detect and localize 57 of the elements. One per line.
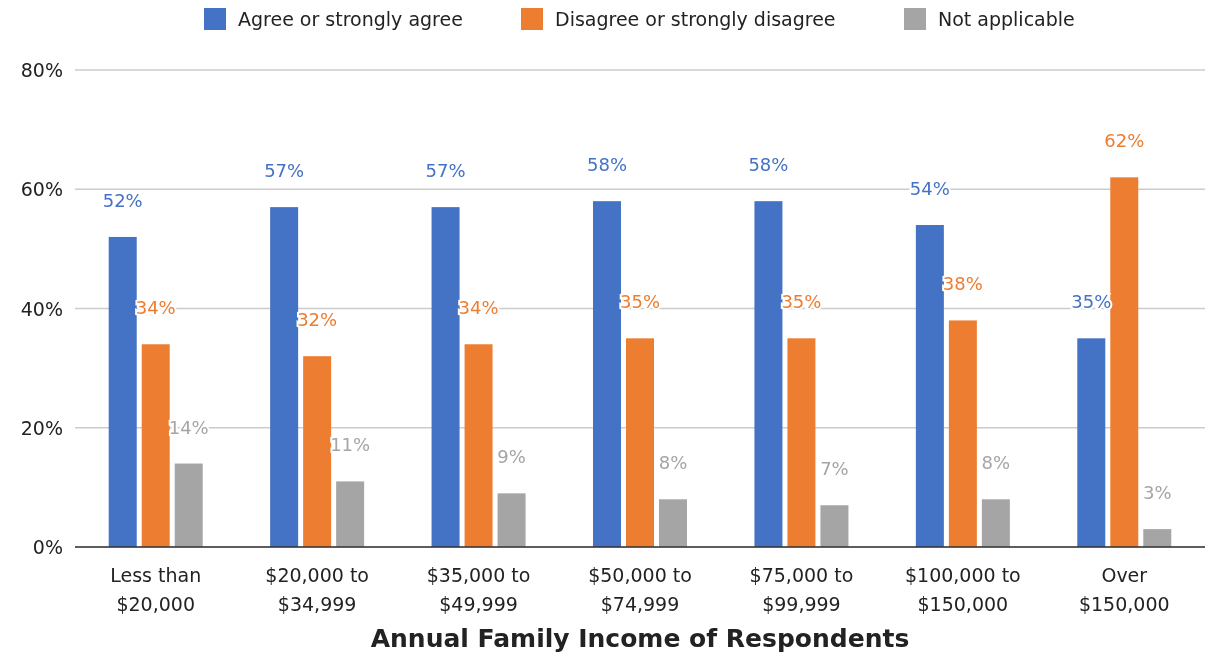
bar bbox=[915, 225, 944, 547]
data-label: 35% bbox=[781, 291, 822, 313]
data-label: 58% bbox=[748, 154, 789, 176]
x-tick-label: Over $150,000 bbox=[1078, 564, 1170, 615]
bar bbox=[787, 338, 816, 547]
legend-label: Disagree or strongly disagree bbox=[555, 8, 836, 30]
data-label: 34% bbox=[135, 297, 176, 319]
x-tick-label: Less than $20,000 bbox=[110, 564, 202, 615]
bar bbox=[336, 481, 365, 547]
x-tick-label: $35,000 to $49,999 bbox=[426, 564, 531, 615]
data-label: 32% bbox=[297, 309, 338, 331]
y-tick-label: 20% bbox=[20, 416, 63, 439]
data-label: 34% bbox=[458, 297, 499, 319]
bar bbox=[948, 320, 977, 547]
bar bbox=[108, 236, 137, 547]
bar bbox=[303, 356, 332, 547]
data-label: 3% bbox=[1143, 482, 1172, 504]
y-tick-label: 40% bbox=[20, 297, 63, 320]
x-tick-label: $50,000 to $74,999 bbox=[588, 564, 692, 615]
data-label: 7% bbox=[820, 458, 849, 480]
bar bbox=[174, 463, 203, 547]
y-tick-label: 60% bbox=[20, 178, 63, 201]
bar bbox=[141, 344, 170, 547]
data-label: 9% bbox=[497, 446, 526, 468]
data-label: 52% bbox=[102, 189, 143, 211]
data-label: 62% bbox=[1104, 130, 1145, 152]
bar bbox=[626, 338, 654, 547]
bar bbox=[1143, 529, 1172, 547]
legend-label: Not applicable bbox=[938, 8, 1075, 30]
data-label: 38% bbox=[942, 273, 983, 295]
bar bbox=[270, 207, 299, 547]
data-label: 57% bbox=[264, 160, 305, 182]
data-label: 35% bbox=[619, 291, 661, 313]
x-axis-title: Annual Family Income of Respondents bbox=[370, 624, 910, 653]
bar bbox=[1077, 338, 1106, 547]
y-tick-label: 80% bbox=[20, 59, 63, 81]
bar bbox=[981, 499, 1010, 547]
data-label: 8% bbox=[658, 452, 688, 474]
data-label: 11% bbox=[330, 434, 371, 456]
bar bbox=[431, 207, 460, 547]
bar bbox=[820, 505, 849, 547]
data-label: 14% bbox=[168, 416, 209, 438]
bar bbox=[754, 201, 783, 547]
legend-label: Agree or strongly agree bbox=[238, 8, 463, 30]
data-label: 54% bbox=[909, 178, 950, 200]
y-tick-label: 0% bbox=[32, 536, 63, 558]
x-tick-label: $100,000 to $150,000 bbox=[904, 564, 1021, 615]
bar bbox=[659, 499, 687, 547]
x-tick-label: $20,000 to $34,999 bbox=[265, 564, 369, 615]
data-label: 58% bbox=[586, 154, 628, 176]
bar bbox=[464, 344, 493, 547]
bar bbox=[497, 493, 526, 547]
data-label: 57% bbox=[425, 160, 466, 182]
data-label: 8% bbox=[981, 452, 1011, 474]
x-tick-label: $75,000 to $99,999 bbox=[749, 564, 854, 615]
bar bbox=[1110, 177, 1139, 547]
bar bbox=[593, 201, 621, 547]
